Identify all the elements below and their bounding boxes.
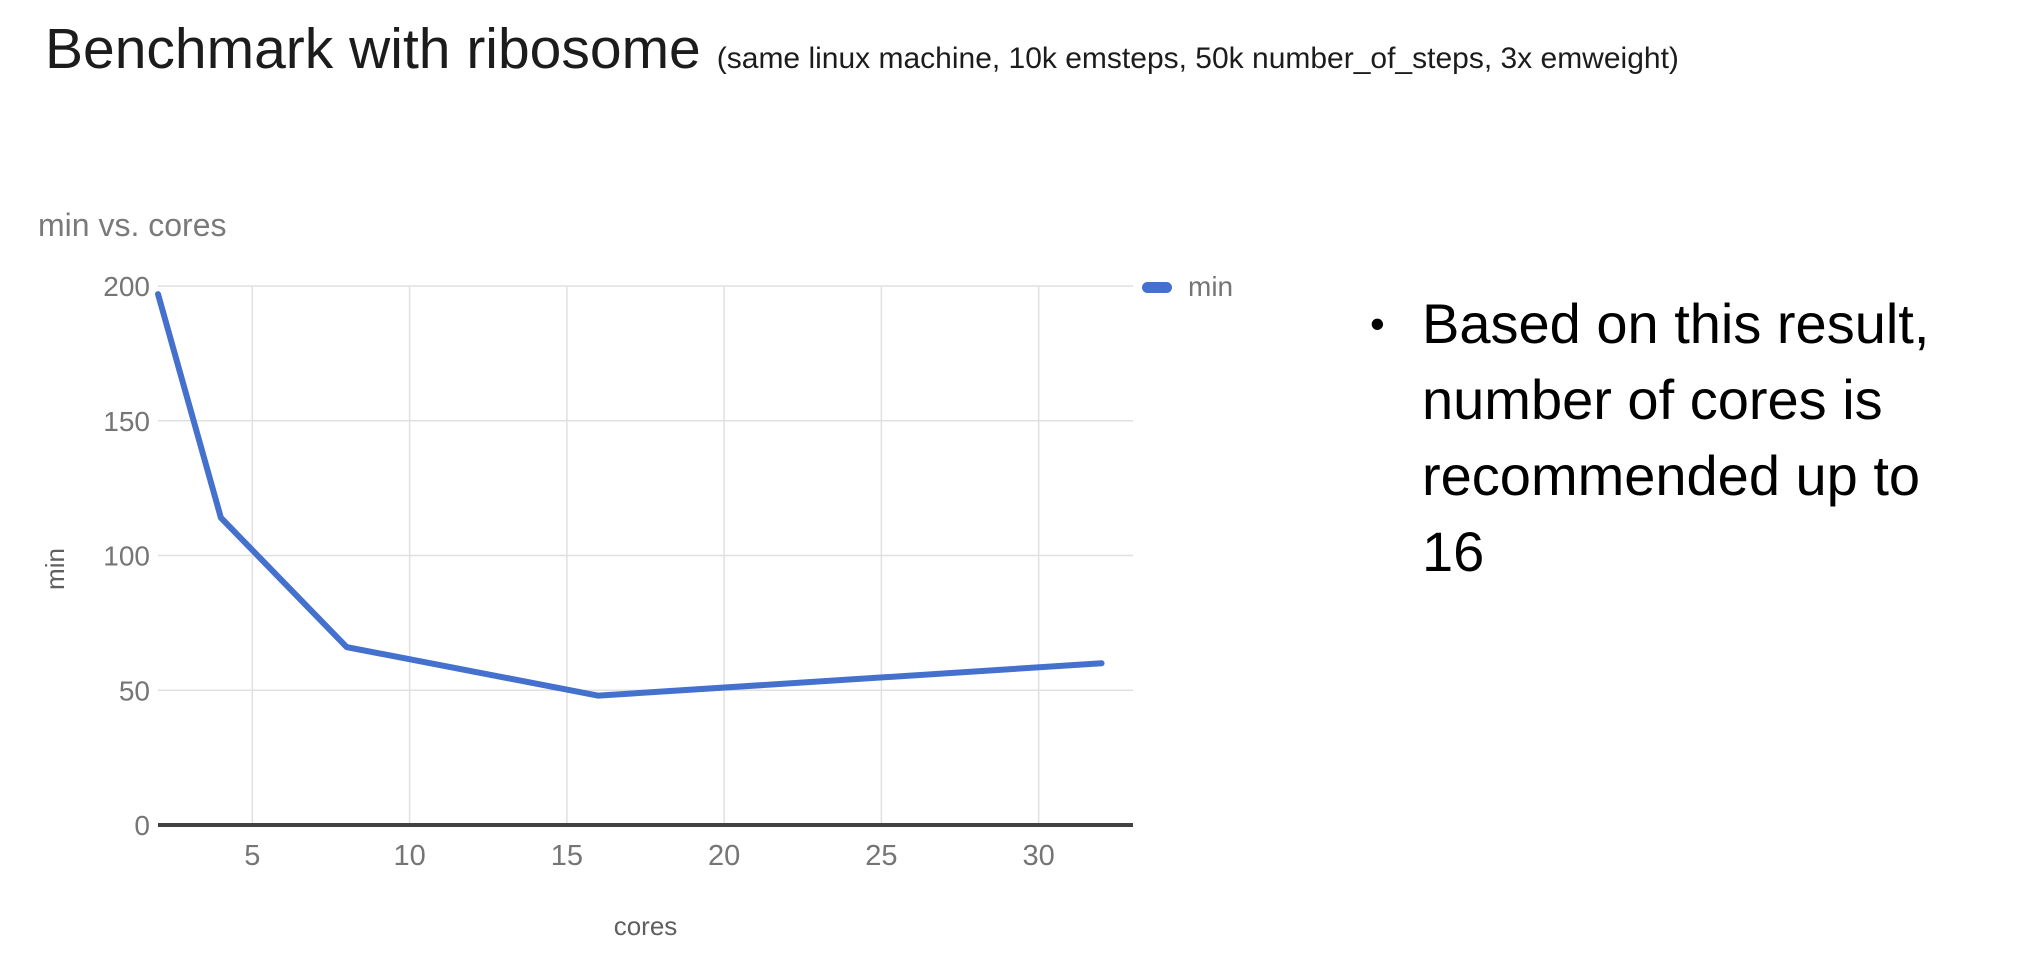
note-text: Based on this result, number of cores is… — [1422, 286, 1929, 590]
series-line-min — [155, 291, 1105, 699]
line-chart: min vs. cores 5 10 15 20 25 30 0 50 100 150 200 mi… — [30, 195, 1300, 958]
y-tick-label-100: 100 — [103, 541, 150, 572]
y-tick-label-0: 0 — [134, 810, 150, 841]
legend-swatch-min — [1142, 281, 1172, 293]
chart-legend: min — [1142, 271, 1233, 303]
y-tick-label-50: 50 — [119, 675, 150, 706]
legend-label-min: min — [1188, 271, 1234, 302]
x-tick-label-30: 30 — [1023, 840, 1055, 872]
bullet-glyph: • — [1370, 300, 1385, 347]
chart-plot-area: 5 10 15 20 25 30 0 50 100 150 200 — [103, 271, 1133, 872]
y-axis-title: min — [40, 548, 70, 590]
x-axis-title: cores — [613, 911, 678, 941]
x-tick-label-5: 5 — [244, 840, 260, 872]
slide-subtitle: (same linux machine, 10k emsteps, 50k nu… — [716, 42, 1679, 75]
note-line-2: number of cores is — [1422, 368, 1883, 431]
y-tick-label-150: 150 — [103, 406, 150, 437]
note-bullet-item: • Based on this result, number of cores … — [1370, 286, 1929, 590]
x-tick-label-20: 20 — [708, 840, 740, 872]
chart-title: min vs. cores — [38, 207, 227, 243]
note-line-4: 16 — [1422, 520, 1485, 583]
y-tick-label-200: 200 — [103, 271, 150, 302]
x-tick-label-25: 25 — [865, 840, 897, 872]
note-line-1: Based on this result, — [1422, 292, 1930, 355]
x-tick-label-10: 10 — [393, 840, 425, 872]
x-tick-label-15: 15 — [551, 840, 583, 872]
note-line-3: recommended up to — [1422, 444, 1921, 507]
slide-title-row: Benchmark with ribosome (same linux machi… — [45, 16, 1679, 82]
slide-title: Benchmark with ribosome — [45, 17, 701, 81]
